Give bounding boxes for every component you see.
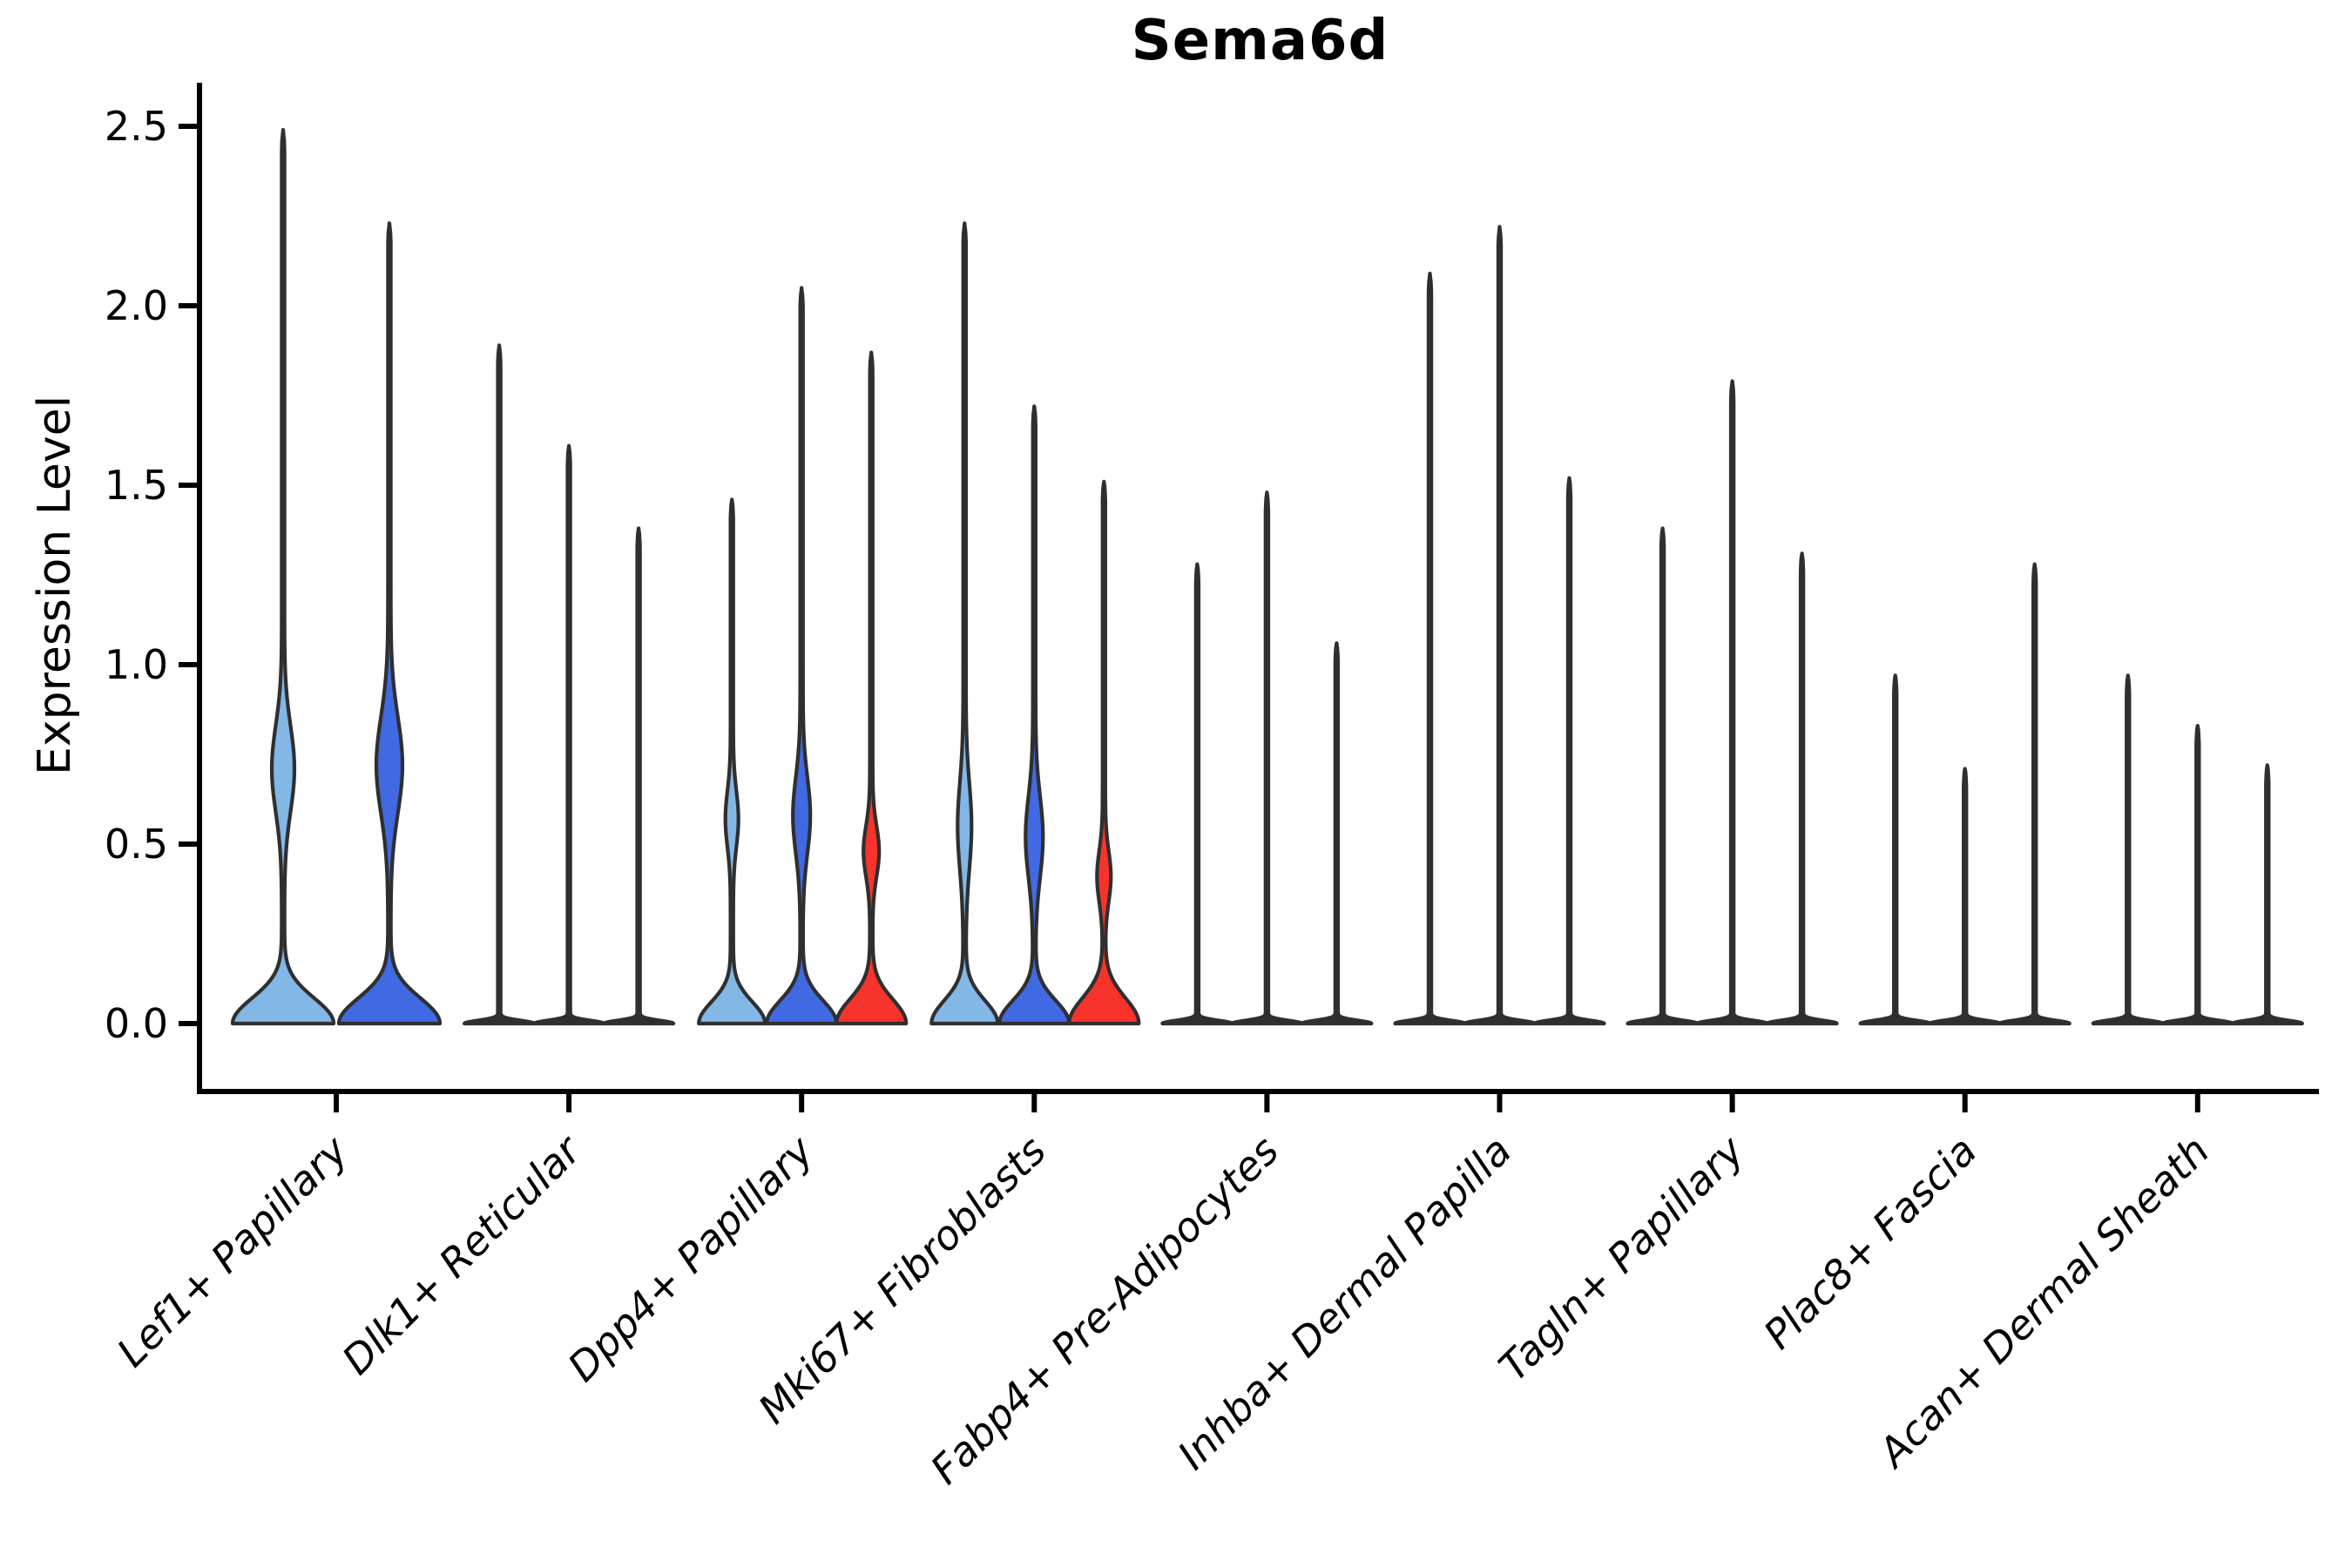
violin [835, 350, 909, 1026]
violin-spike [1765, 551, 1839, 1026]
x-tick-label: Dlk1+ Reticular [333, 1125, 591, 1383]
violin [697, 497, 767, 1026]
violin-spike [1858, 673, 1932, 1026]
violin-spike [1393, 271, 1467, 1026]
chart-title: Sema6d [1131, 9, 1389, 73]
violin-spike [1695, 379, 1769, 1026]
y-tick-label: 0.5 [105, 821, 168, 868]
violin [336, 221, 443, 1026]
y-tick-label: 0.0 [105, 1000, 168, 1047]
x-tick-label: Lef1+ Papillary [108, 1126, 357, 1375]
violin [230, 128, 336, 1026]
violin [997, 404, 1071, 1026]
violin-spike [2091, 673, 2165, 1026]
y-tick-label: 1.0 [105, 641, 168, 688]
violin-spike [2160, 723, 2234, 1026]
violin-spike [1625, 526, 1700, 1026]
y-tick-label: 2.5 [105, 103, 168, 150]
violin-spike [1463, 225, 1537, 1026]
y-tick-label: 1.5 [105, 462, 168, 509]
y-tick-label: 2.0 [105, 282, 168, 329]
x-tick-label: Dpp4+ Papillary [558, 1126, 822, 1390]
violin-spike [1532, 476, 1606, 1026]
violin-spike [1928, 767, 2002, 1026]
violin-spike [463, 343, 537, 1026]
violin [929, 221, 1000, 1026]
violin [1067, 479, 1141, 1026]
x-tick-label: Plac8+ Fascia [1754, 1127, 1985, 1358]
violin-spike [2230, 763, 2304, 1026]
x-tick-label: Tagln+ Papillary [1490, 1126, 1754, 1390]
violin-spike [602, 526, 676, 1026]
violin-spike [532, 443, 606, 1026]
violin [765, 286, 839, 1026]
violin-spike [1160, 562, 1234, 1026]
violin-spike [1997, 562, 2072, 1026]
violin-spike [1300, 641, 1374, 1026]
violin-spike [1230, 490, 1304, 1026]
